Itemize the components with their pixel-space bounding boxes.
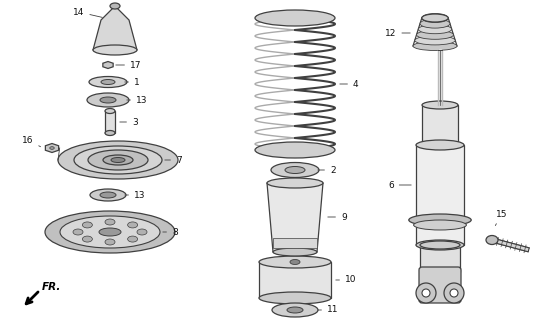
- Ellipse shape: [255, 142, 335, 158]
- Text: 15: 15: [495, 210, 508, 226]
- Ellipse shape: [272, 303, 318, 317]
- Polygon shape: [45, 143, 59, 153]
- Text: 17: 17: [116, 60, 141, 69]
- Ellipse shape: [267, 178, 323, 188]
- Ellipse shape: [486, 236, 498, 244]
- Ellipse shape: [418, 25, 452, 34]
- Ellipse shape: [99, 228, 121, 236]
- Ellipse shape: [416, 140, 464, 150]
- Text: 16: 16: [22, 135, 41, 147]
- Ellipse shape: [259, 256, 331, 268]
- Ellipse shape: [285, 166, 305, 173]
- Text: 14: 14: [73, 7, 102, 17]
- Text: 11: 11: [318, 306, 339, 315]
- Ellipse shape: [287, 307, 303, 313]
- Ellipse shape: [416, 283, 436, 303]
- Ellipse shape: [422, 101, 458, 109]
- Ellipse shape: [409, 214, 471, 226]
- Ellipse shape: [89, 76, 127, 87]
- Text: 9: 9: [328, 212, 347, 221]
- Ellipse shape: [128, 222, 137, 228]
- Ellipse shape: [100, 192, 116, 198]
- Text: 13: 13: [125, 190, 146, 199]
- FancyBboxPatch shape: [419, 267, 461, 303]
- Text: 10: 10: [336, 276, 356, 284]
- Ellipse shape: [420, 241, 460, 249]
- FancyBboxPatch shape: [259, 262, 331, 298]
- Ellipse shape: [100, 97, 116, 103]
- Ellipse shape: [50, 147, 54, 149]
- Ellipse shape: [101, 79, 115, 84]
- Ellipse shape: [422, 289, 430, 297]
- FancyBboxPatch shape: [420, 245, 460, 272]
- Ellipse shape: [111, 157, 125, 163]
- Ellipse shape: [420, 19, 450, 28]
- FancyBboxPatch shape: [416, 145, 464, 245]
- Polygon shape: [492, 238, 529, 252]
- Polygon shape: [103, 61, 113, 68]
- Ellipse shape: [90, 189, 126, 201]
- Ellipse shape: [414, 220, 467, 230]
- Ellipse shape: [417, 30, 454, 39]
- Ellipse shape: [271, 163, 319, 178]
- Text: 13: 13: [127, 95, 148, 105]
- Ellipse shape: [444, 283, 464, 303]
- Ellipse shape: [422, 14, 448, 22]
- Ellipse shape: [105, 219, 115, 225]
- Ellipse shape: [137, 229, 147, 235]
- Ellipse shape: [255, 10, 335, 26]
- Ellipse shape: [259, 292, 331, 304]
- Text: 8: 8: [163, 228, 178, 236]
- FancyBboxPatch shape: [273, 238, 317, 248]
- Ellipse shape: [60, 216, 160, 248]
- Text: 7: 7: [165, 156, 182, 164]
- Text: FR.: FR.: [42, 282, 62, 292]
- Ellipse shape: [105, 131, 115, 135]
- Ellipse shape: [128, 236, 137, 242]
- Ellipse shape: [103, 155, 133, 165]
- Ellipse shape: [110, 3, 120, 9]
- Ellipse shape: [93, 45, 137, 55]
- Polygon shape: [93, 6, 137, 50]
- Text: 6: 6: [388, 180, 411, 189]
- Text: 3: 3: [120, 117, 137, 126]
- Ellipse shape: [416, 240, 464, 250]
- Ellipse shape: [413, 42, 457, 51]
- Ellipse shape: [82, 236, 93, 242]
- Ellipse shape: [105, 108, 115, 114]
- Ellipse shape: [415, 36, 455, 45]
- Ellipse shape: [45, 211, 175, 253]
- Ellipse shape: [88, 150, 148, 170]
- Ellipse shape: [290, 260, 300, 265]
- Ellipse shape: [105, 239, 115, 245]
- Ellipse shape: [74, 146, 162, 174]
- Ellipse shape: [87, 93, 129, 107]
- Polygon shape: [267, 183, 323, 252]
- Ellipse shape: [422, 141, 458, 149]
- FancyBboxPatch shape: [105, 111, 115, 133]
- Ellipse shape: [450, 289, 458, 297]
- Text: 4: 4: [340, 79, 358, 89]
- Text: 1: 1: [125, 77, 140, 86]
- Ellipse shape: [73, 229, 83, 235]
- FancyBboxPatch shape: [422, 105, 458, 145]
- Text: 2: 2: [318, 165, 335, 174]
- Ellipse shape: [422, 13, 448, 22]
- Text: 12: 12: [385, 28, 410, 37]
- Ellipse shape: [273, 248, 317, 256]
- Ellipse shape: [58, 141, 178, 179]
- Ellipse shape: [82, 222, 93, 228]
